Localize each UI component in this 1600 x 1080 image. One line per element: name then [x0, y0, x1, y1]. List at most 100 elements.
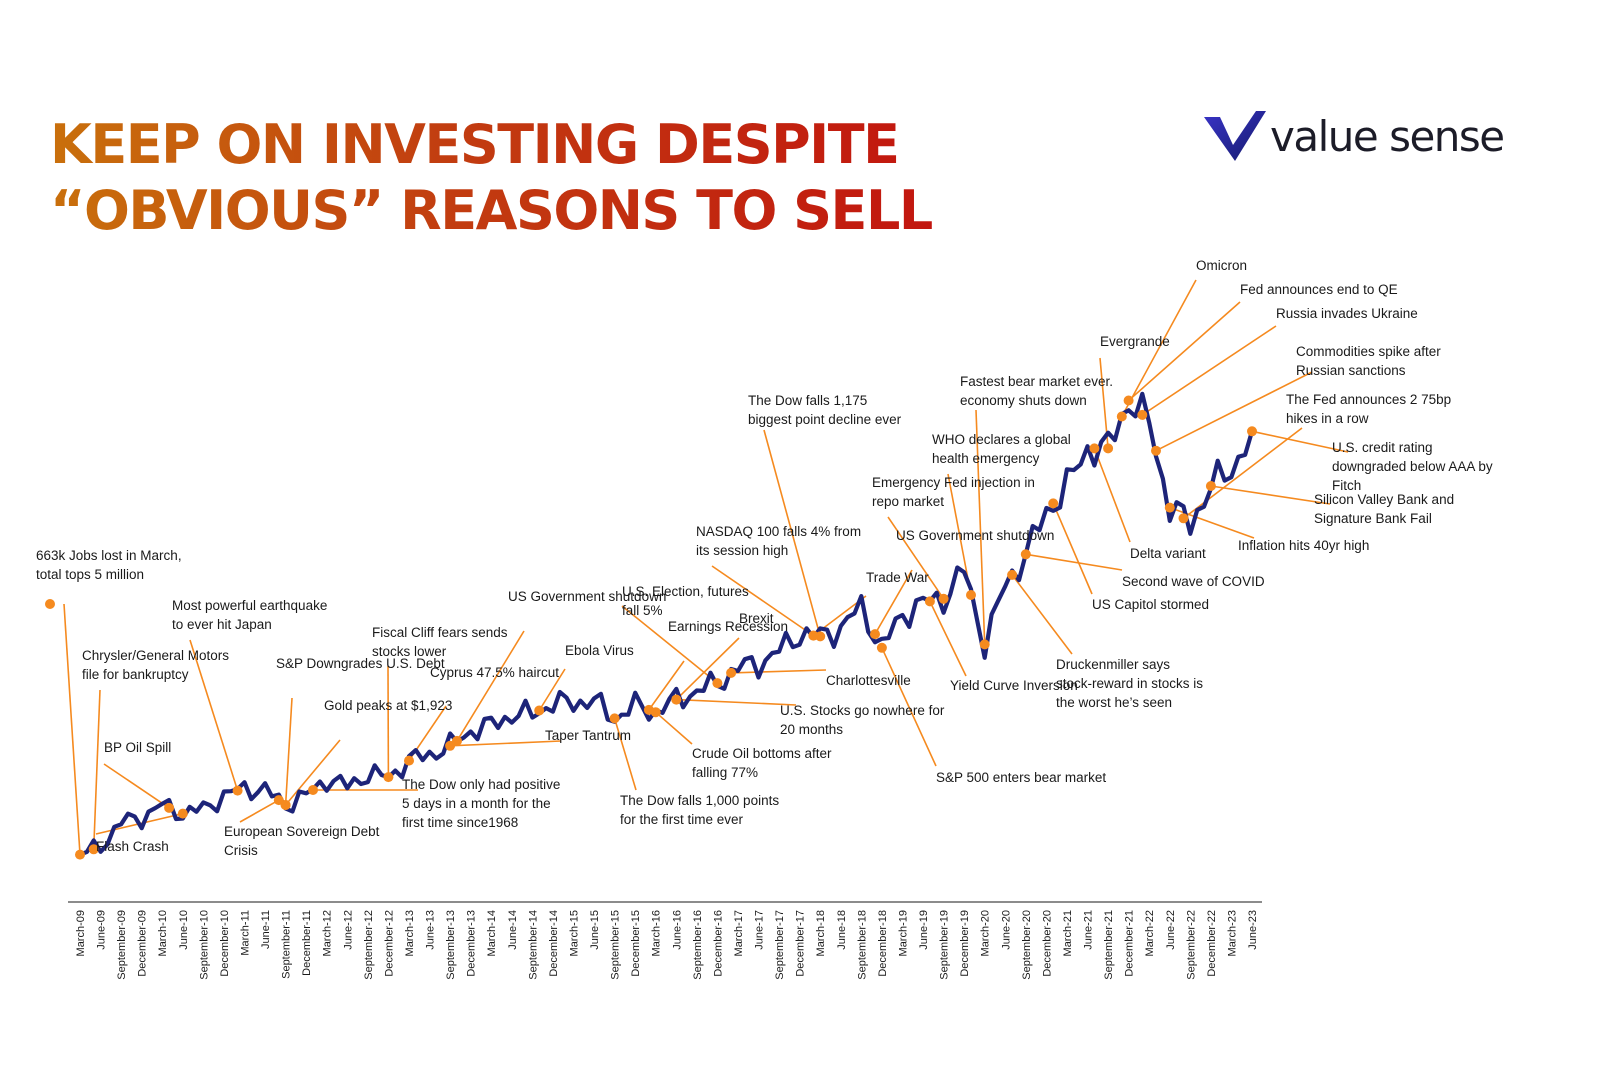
x-tick-label: June-11 [260, 910, 272, 949]
event-marker [726, 667, 737, 678]
annotation-leader [1128, 301, 1241, 402]
annotation-leader [655, 711, 693, 745]
x-tick-label: March-18 [815, 910, 827, 956]
event-marker [232, 785, 243, 796]
annotation-label: The Dow falls 1,175 biggest point decline… [748, 393, 902, 427]
x-tick-label: March-20 [980, 910, 992, 956]
annotation-label: Most powerful earthquake to ever hit Japa… [172, 598, 327, 632]
x-tick-label: September-13 [445, 910, 457, 980]
event-marker [876, 642, 887, 653]
annotation-label: Second wave of COVID [1122, 574, 1265, 589]
x-tick-label: June-15 [589, 910, 601, 950]
x-tick-label: December-15 [630, 910, 642, 977]
x-tick-label: December-11 [301, 910, 313, 976]
x-tick-label: December-19 [959, 910, 971, 977]
annotation-leader [881, 647, 937, 767]
x-tick-label: September-09 [116, 910, 128, 980]
annotation-label: The Dow only had positive 5 days in a mon… [402, 777, 560, 830]
x-tick-label: September-19 [939, 910, 951, 980]
annotation-leader [874, 569, 913, 635]
annotation-leader [450, 740, 562, 747]
annotation-label: The Dow falls 1,000 points for the first … [620, 793, 779, 827]
annotation-leader [731, 669, 827, 674]
annotation-label: 663k Jobs lost in March, total tops 5 mil… [36, 548, 182, 582]
annotation-label: S&P 500 enters bear market [936, 770, 1106, 785]
event-marker [164, 802, 175, 813]
annotation-leader [621, 605, 718, 684]
brand-name: value sense [1270, 111, 1505, 161]
x-tick-label: September-16 [692, 910, 704, 980]
x-tick-label: September-21 [1103, 910, 1115, 980]
index-price-line [77, 391, 1255, 857]
x-tick-label: September-22 [1185, 910, 1197, 980]
annotation-leader [1210, 485, 1331, 505]
annotation-label: The Fed announces 2 75bp hikes in a row [1286, 392, 1451, 426]
event-marker [808, 630, 819, 641]
annotation-labels: 663k Jobs lost in March, total tops 5 mil… [36, 258, 1493, 858]
event-marker [1178, 513, 1189, 524]
annotation-leader [538, 668, 566, 711]
event-marker [870, 629, 880, 640]
event-marker [712, 678, 723, 689]
event-marker [404, 755, 414, 766]
x-tick-label: December-20 [1041, 910, 1053, 977]
x-tick-label: September-20 [1021, 910, 1033, 980]
event-marker [177, 808, 188, 819]
annotation-label: Gold peaks at $1,923 [324, 698, 452, 713]
annotation-leader [975, 409, 986, 645]
x-tick-label: December-14 [548, 910, 560, 977]
annotation-label: Evergrande [1100, 334, 1170, 349]
x-tick-label: March-15 [569, 910, 581, 956]
x-tick-label: June-10 [178, 910, 190, 950]
event-marker [534, 705, 545, 716]
annotation-label: U.S. credit rating downgraded below AAA b… [1332, 440, 1493, 493]
annotation-label: Ebola Virus [565, 643, 634, 658]
annotation-label: BP Oil Spill [104, 740, 171, 755]
x-tick-label: June-23 [1247, 910, 1259, 950]
x-tick-label: June-17 [754, 910, 766, 950]
annotation-label: WHO declares a global health emergency [932, 432, 1071, 466]
annotation-label: Emergency Fed injection in repo market [872, 475, 1035, 509]
annotation-label: European Sovereign Debt Crisis [224, 824, 380, 858]
event-marker [75, 849, 85, 860]
annotation-leader [189, 639, 239, 791]
annotation-label: Silicon Valley Bank and Signature Bank Fa… [1314, 492, 1454, 526]
x-tick-label: March-19 [898, 910, 910, 956]
event-marker [979, 639, 990, 650]
event-marker [1089, 443, 1100, 454]
x-tick-label: March-22 [1144, 910, 1156, 956]
x-tick-label: March-11 [240, 910, 252, 956]
event-marker [1007, 569, 1018, 580]
annotation-label: Inflation hits 40yr high [1238, 538, 1369, 553]
event-markers [45, 395, 1257, 860]
annotation-leader [763, 429, 821, 637]
event-marker [452, 735, 462, 746]
annotation-leader [1093, 448, 1131, 543]
x-tick-label: June-22 [1165, 910, 1177, 950]
x-tick-label: December-12 [383, 910, 395, 977]
x-tick-label: December-18 [877, 910, 889, 977]
event-marker [1151, 445, 1161, 456]
x-tick-label: March-21 [1062, 910, 1074, 956]
annotation-label: Fed announces end to QE [1240, 282, 1398, 297]
event-marker [1164, 502, 1175, 513]
x-tick-label: December-13 [466, 910, 478, 977]
event-marker [650, 707, 661, 718]
event-marker [88, 844, 99, 855]
annotation-label: US Capitol stormed [1092, 597, 1209, 612]
x-tick-label: June-20 [1000, 910, 1012, 950]
x-tick-label: September-15 [610, 910, 622, 980]
annotation-label: Earnings Recession [668, 619, 788, 634]
event-marker [1020, 549, 1031, 560]
annotation-leader [1251, 430, 1349, 453]
event-marker [1103, 443, 1114, 454]
annotation-label: Fastest bear market ever. economy shuts d… [960, 374, 1113, 408]
x-tick-label: March-14 [486, 910, 498, 956]
annotation-label: Commodities spike after Russian sanctions [1296, 344, 1441, 378]
annotation-label: Crude Oil bottoms after falling 77% [692, 746, 832, 780]
annotation-leader [711, 565, 814, 637]
x-tick-label: December-10 [219, 910, 231, 977]
event-marker [1205, 481, 1216, 491]
x-tick-label: September-14 [527, 910, 539, 980]
annotation-label: Delta variant [1130, 546, 1206, 561]
